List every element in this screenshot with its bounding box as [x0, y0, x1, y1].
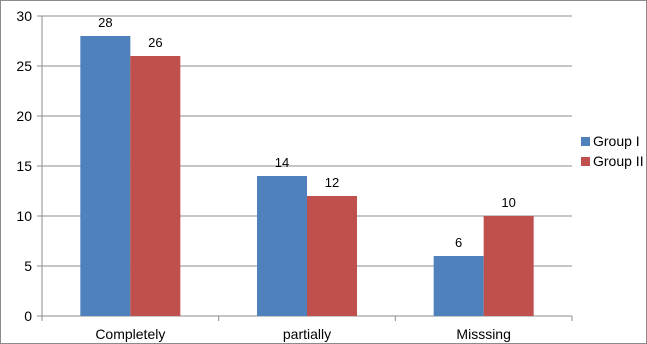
legend-swatch — [581, 137, 590, 146]
bar — [307, 196, 357, 316]
data-label: 12 — [325, 175, 339, 190]
x-category-label: Completely — [95, 326, 165, 342]
legend-swatch — [581, 157, 590, 166]
y-tick-label: 25 — [16, 58, 32, 74]
data-label: 14 — [275, 155, 289, 170]
data-label: 6 — [455, 235, 462, 250]
data-label: 10 — [501, 195, 515, 210]
bar — [130, 56, 181, 316]
bar — [483, 216, 534, 316]
legend-label: Group II — [593, 153, 644, 169]
bar — [80, 36, 131, 316]
y-tick-label: 5 — [24, 258, 32, 274]
y-tick-label: 30 — [16, 8, 32, 24]
bar — [257, 176, 307, 316]
y-tick-label: 15 — [16, 158, 32, 174]
data-label: 28 — [98, 15, 112, 30]
data-label: 26 — [148, 35, 162, 50]
legend-label: Group I — [593, 133, 640, 149]
bar — [433, 256, 484, 316]
y-tick-label: 0 — [24, 308, 32, 324]
x-category-label: Misssing — [456, 326, 510, 342]
y-tick-label: 10 — [16, 208, 32, 224]
y-tick-label: 20 — [16, 108, 32, 124]
x-category-label: partially — [283, 326, 331, 342]
